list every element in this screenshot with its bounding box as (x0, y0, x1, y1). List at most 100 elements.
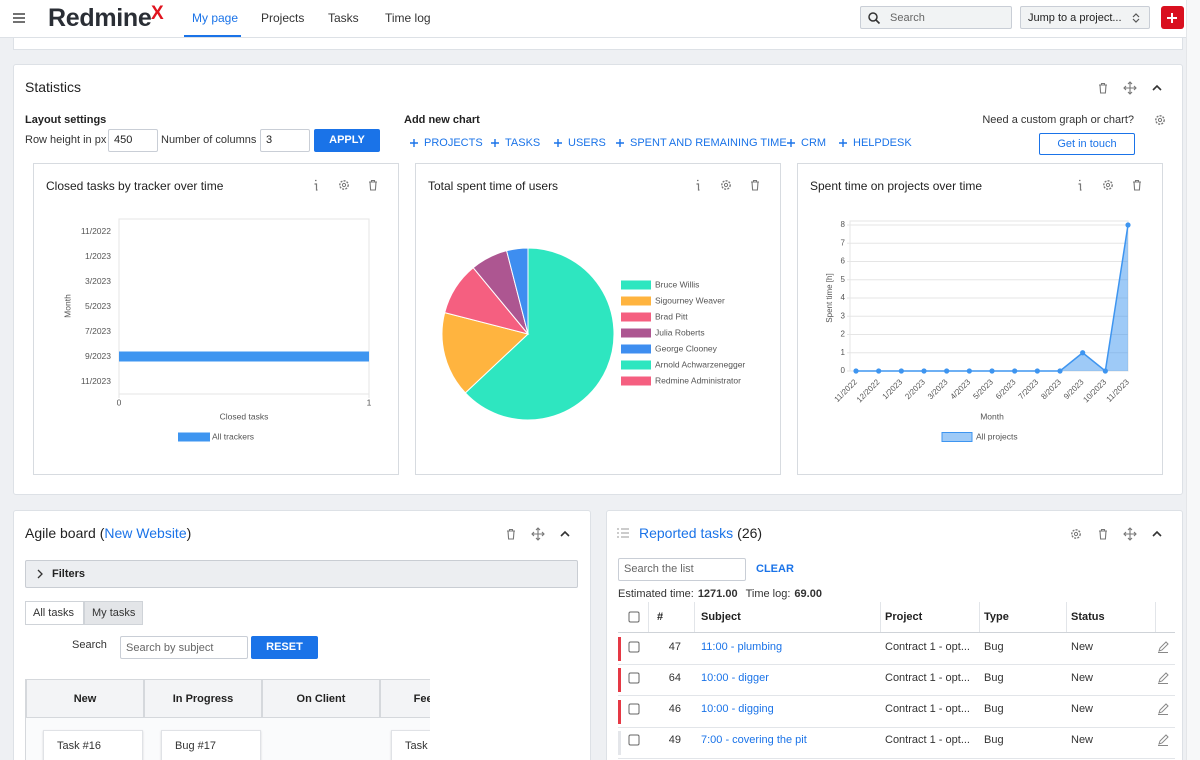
column-header: # (657, 611, 664, 623)
trash-icon[interactable] (366, 178, 380, 192)
filters-label: Filters (52, 568, 86, 580)
reset-button[interactable] (251, 636, 318, 659)
add-chart-link[interactable]: PROJECTS (424, 137, 483, 149)
pie-slice (464, 247, 615, 421)
move-icon[interactable] (1123, 81, 1137, 95)
board-column-header (26, 679, 144, 718)
nav-link[interactable]: Tasks (328, 11, 359, 25)
task-card[interactable] (391, 730, 430, 760)
edit-icon[interactable] (1156, 671, 1170, 685)
task-subject[interactable]: 7:00 - covering the pit (701, 734, 807, 747)
field-label: Row height in px (25, 134, 107, 146)
y-tick-label: 7 (841, 238, 846, 247)
info-icon[interactable] (309, 178, 323, 192)
task-card[interactable] (161, 730, 261, 760)
task-subject[interactable]: 10:00 - digger (701, 671, 769, 684)
trash-icon[interactable] (504, 527, 518, 541)
panel-title-link[interactable]: Reported tasks (639, 525, 734, 541)
move-icon[interactable] (1123, 527, 1137, 541)
y-tick-label: 1/2023 (85, 251, 111, 261)
row-height-input[interactable] (108, 129, 158, 152)
plus-icon-shape (410, 139, 418, 147)
nav-link[interactable]: Projects (261, 11, 305, 25)
x-tick-label: 1/2023 (881, 377, 905, 401)
add-chart-link[interactable]: TASKS (505, 137, 541, 149)
chevron-icon-shape (560, 530, 570, 537)
point (966, 368, 972, 374)
check-icon[interactable] (627, 610, 641, 624)
gear-icon[interactable] (337, 178, 351, 192)
check-icon[interactable] (627, 640, 641, 654)
trash-icon[interactable] (1130, 178, 1144, 192)
edit-icon[interactable] (1156, 702, 1170, 716)
list-search[interactable] (618, 558, 746, 581)
logo-text[interactable]: Redmine (48, 4, 152, 32)
add-chart-link[interactable]: HELPDESK (853, 137, 912, 149)
check-icon[interactable] (627, 671, 641, 685)
gear-icon[interactable] (719, 178, 733, 192)
plus-icon[interactable] (836, 136, 850, 150)
check-icon[interactable] (627, 702, 641, 716)
chevron-icon[interactable] (558, 527, 572, 541)
gear-icon[interactable] (1101, 178, 1115, 192)
tab[interactable] (84, 601, 143, 625)
plus-icon[interactable] (551, 136, 565, 150)
menu-icon[interactable] (12, 11, 26, 25)
gear-icon[interactable] (1153, 113, 1167, 127)
y-tick-label: 8 (841, 220, 846, 229)
chart-card: Spent time on projects over time 0 1 2 3 4 5 6 7… (797, 163, 1163, 475)
task-subject[interactable]: 11:00 - plumbing (701, 640, 783, 653)
add-chart-link[interactable]: USERS (568, 137, 606, 149)
get-in-touch-button[interactable] (1039, 133, 1135, 155)
apply-button[interactable] (314, 129, 380, 152)
plus-icon[interactable] (407, 136, 421, 150)
card-title: Bug #17 (175, 740, 216, 752)
search-box[interactable] (860, 6, 1012, 29)
info-icon-shape (314, 179, 318, 191)
panel-title: Agile board (New Website) (25, 525, 191, 541)
task-subject[interactable]: 10:00 - digging (701, 703, 774, 716)
plus-icon[interactable] (784, 136, 798, 150)
logo-mark[interactable]: X (151, 3, 164, 24)
panel-title: Statistics (25, 79, 82, 95)
columns-input[interactable] (260, 129, 310, 152)
gear-icon[interactable] (1069, 527, 1083, 541)
trash-icon[interactable] (748, 178, 762, 192)
edit-icon[interactable] (1156, 640, 1170, 654)
plus-icon[interactable] (613, 136, 627, 150)
custom-prompt: Need a custom graph or chart? (982, 114, 1134, 126)
chevron-icon[interactable] (1150, 81, 1164, 95)
legend-swatch (621, 360, 651, 370)
nav-link[interactable]: Time log (385, 11, 431, 25)
plus-icon-shape (787, 139, 795, 147)
task-type: Bug (984, 703, 1004, 716)
project-jump[interactable] (1020, 6, 1150, 29)
trash-icon[interactable] (1096, 527, 1110, 541)
row-height-value: 450 (114, 134, 133, 146)
add-chart-link[interactable]: CRM (801, 137, 827, 149)
search-input[interactable] (120, 636, 248, 659)
info-icon[interactable] (691, 178, 705, 192)
task-type: Bug (984, 734, 1004, 747)
trash-icon-shape (369, 179, 377, 191)
check-icon[interactable] (627, 733, 641, 747)
edit-icon[interactable] (1156, 733, 1170, 747)
task-status: New (1071, 671, 1094, 684)
add-chart-link[interactable]: SPENT AND REMAINING TIME (630, 137, 787, 149)
task-card[interactable] (43, 730, 143, 760)
trash-icon[interactable] (1096, 81, 1110, 95)
nav-link[interactable]: My page (192, 11, 239, 25)
section-label: Add new chart (404, 114, 480, 126)
search-icon[interactable] (867, 11, 881, 25)
info-icon[interactable] (1073, 178, 1087, 192)
pie-slice (506, 247, 529, 335)
chevron-icon[interactable] (1150, 527, 1164, 541)
move-icon[interactable] (531, 527, 545, 541)
panel-title: Reported tasks (26) (639, 525, 762, 541)
tab[interactable] (25, 601, 84, 625)
filters-bar[interactable] (25, 560, 578, 588)
project-link[interactable]: New Website (104, 525, 187, 541)
clear-link[interactable]: CLEAR (756, 563, 794, 575)
legend-label: All projects (976, 431, 1018, 441)
plus-icon[interactable] (488, 136, 502, 150)
